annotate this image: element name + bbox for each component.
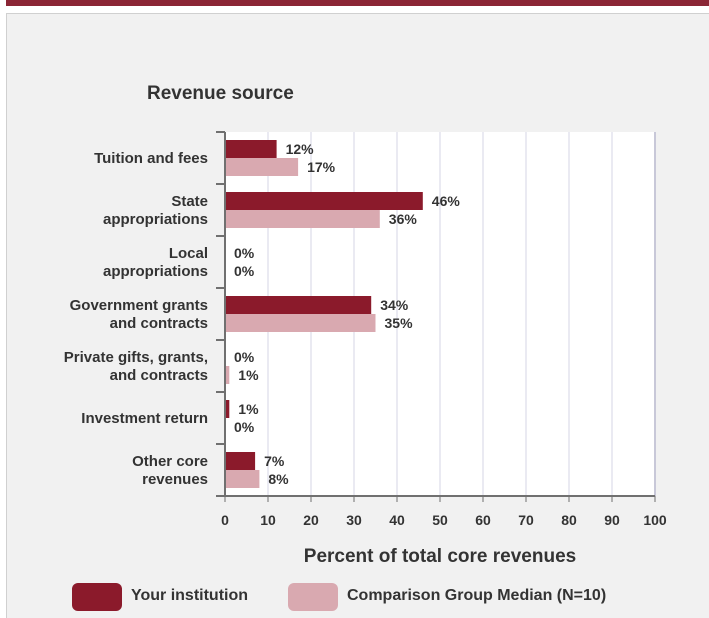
- category-label: Private gifts, grants,: [64, 349, 208, 366]
- x-tick-label: 100: [643, 512, 667, 528]
- x-tick-label: 80: [561, 512, 577, 528]
- category-label: Investment return: [81, 410, 208, 427]
- legend-swatch-comparison: [288, 583, 338, 611]
- legend-swatch-institution: [72, 583, 122, 611]
- x-tick-label: 40: [389, 512, 405, 528]
- category-label: State: [171, 193, 208, 210]
- data-label: 1%: [238, 367, 259, 383]
- bar-institution: [225, 140, 277, 158]
- data-label: 0%: [234, 263, 255, 279]
- bar-comparison: [225, 210, 380, 228]
- category-label: Other core: [132, 453, 208, 470]
- data-label: 36%: [389, 211, 418, 227]
- bar-comparison: [225, 470, 259, 488]
- x-tick-label: 60: [475, 512, 491, 528]
- category-label: Local: [169, 245, 208, 262]
- category-label: and contracts: [110, 367, 208, 384]
- x-tick-label: 20: [303, 512, 319, 528]
- category-label: and contracts: [110, 315, 208, 332]
- y-axis-title: Revenue source: [147, 83, 294, 104]
- x-tick-label: 30: [346, 512, 362, 528]
- bar-comparison: [225, 314, 376, 332]
- data-label: 34%: [380, 297, 409, 313]
- x-tick-label: 70: [518, 512, 534, 528]
- data-label: 8%: [268, 471, 289, 487]
- category-label: Tuition and fees: [94, 150, 208, 167]
- data-label: 1%: [238, 401, 259, 417]
- x-axis-title: Percent of total core revenues: [304, 546, 576, 567]
- bar-comparison: [225, 158, 298, 176]
- legend-label-institution: Your institution: [131, 587, 248, 605]
- data-label: 46%: [432, 193, 461, 209]
- category-label: revenues: [142, 471, 208, 488]
- x-tick-label: 0: [221, 512, 229, 528]
- data-label: 35%: [385, 315, 414, 331]
- bar-institution: [225, 296, 371, 314]
- x-tick-label: 10: [260, 512, 276, 528]
- data-label: 12%: [286, 141, 315, 157]
- data-label: 0%: [234, 419, 255, 435]
- data-label: 7%: [264, 453, 285, 469]
- category-label: appropriations: [103, 211, 208, 228]
- bar-institution: [225, 452, 255, 470]
- data-label: 0%: [234, 245, 255, 261]
- category-label: appropriations: [103, 263, 208, 280]
- bar-institution: [225, 192, 423, 210]
- category-label: Government grants: [70, 297, 208, 314]
- data-label: 0%: [234, 349, 255, 365]
- x-tick-label: 90: [604, 512, 620, 528]
- legend-label-comparison: Comparison Group Median (N=10): [347, 587, 606, 605]
- data-label: 17%: [307, 159, 336, 175]
- x-tick-label: 50: [432, 512, 448, 528]
